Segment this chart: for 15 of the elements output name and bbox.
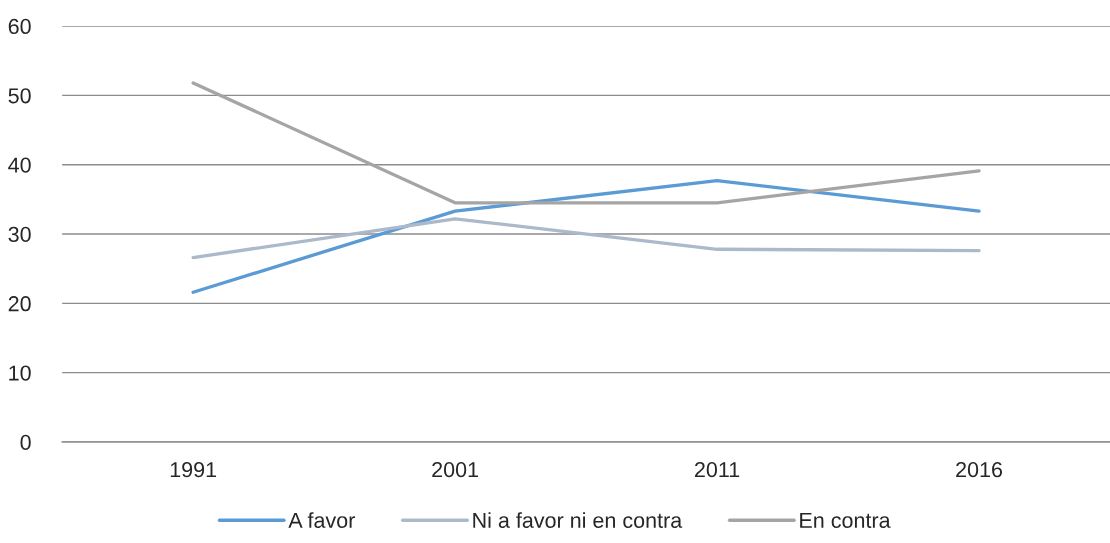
- x-tick-label: 1991: [170, 462, 217, 478]
- x-tick-label: 2001: [432, 462, 478, 478]
- y-tick-label: 20: [8, 296, 31, 312]
- line-series: [191, 217, 981, 260]
- legend-label: En contra: [800, 512, 891, 528]
- y-tick-label: 60: [8, 18, 31, 35]
- y-tick-label: 50: [8, 88, 31, 104]
- y-tick-label: 0: [20, 434, 31, 451]
- y-tick-label: 30: [8, 226, 31, 243]
- legend-label: A favor: [288, 512, 355, 528]
- x-tick-label: 2016: [956, 462, 1003, 478]
- x-tick-label: 2011: [694, 462, 740, 478]
- legend-label: Ni a favor ni en contra: [473, 512, 683, 528]
- y-tick-label: 10: [9, 365, 31, 381]
- y-tick-label: 40: [8, 157, 31, 173]
